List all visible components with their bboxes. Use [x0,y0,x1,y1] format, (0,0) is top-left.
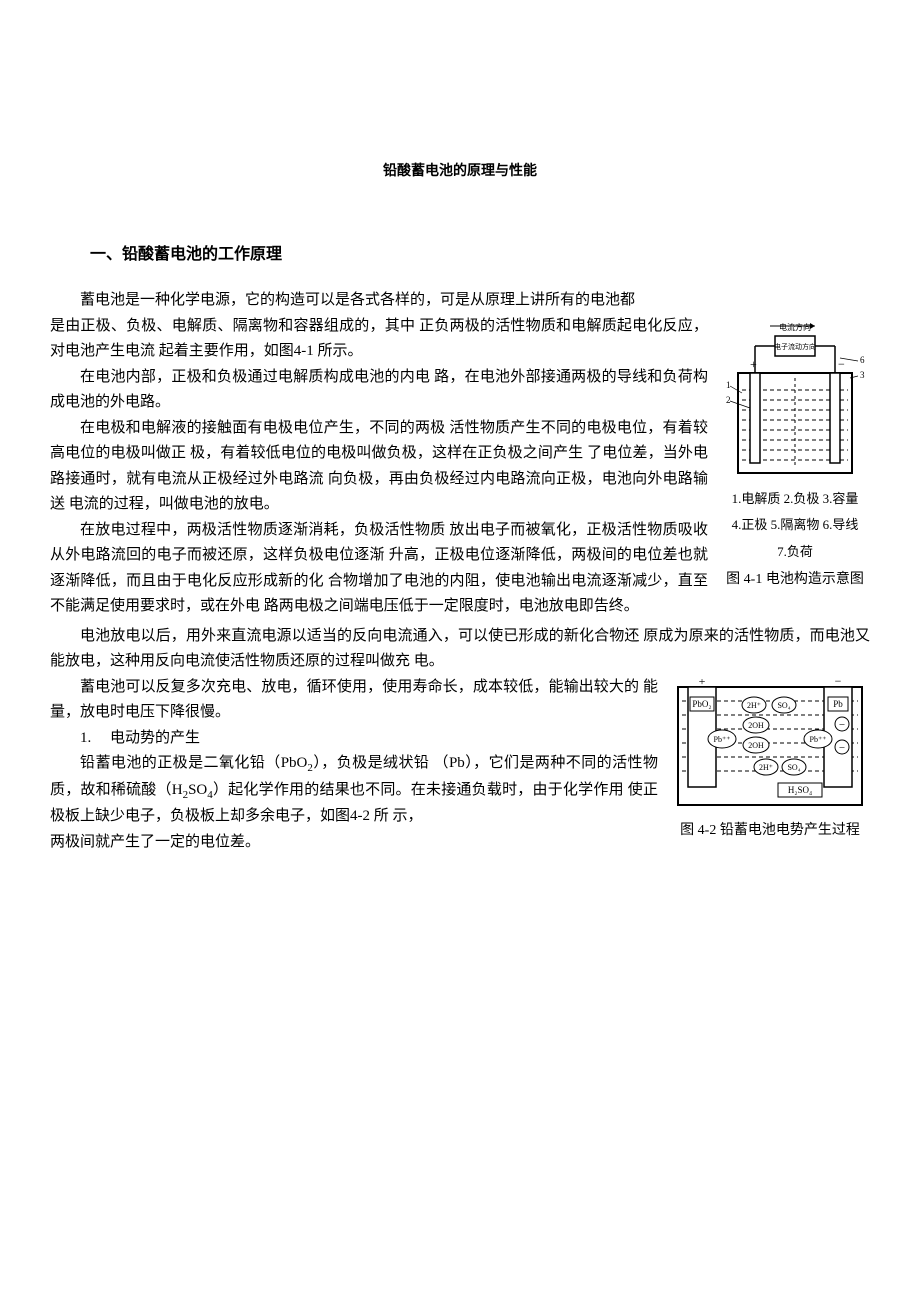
list-num-1: 1. [80,730,91,746]
svg-text:SO₄: SO₄ [777,701,790,710]
svg-text:2H⁺: 2H⁺ [747,701,761,710]
svg-text:1: 1 [726,380,731,390]
para-1a: 蓄电池是一种化学电源，它的构造可以是各式各样的，可是从原理上讲所有的电池都 [50,288,870,314]
svg-text:SO₄: SO₄ [787,763,800,772]
svg-text:−: − [839,742,845,754]
svg-text:−: − [839,719,845,731]
svg-text:6: 6 [860,355,865,365]
section-heading-1: 一、铅酸蓄电池的工作原理 [90,240,870,264]
fig2-caption: 图 4-2 铅蓄电池电势产生过程 [670,820,870,841]
svg-text:+: + [699,679,706,688]
svg-text:3: 3 [860,370,865,380]
svg-text:−: − [838,357,845,371]
list-label-1: 电动势的产生 [110,730,200,746]
fig1-labels-3: 7.负荷 [720,542,870,563]
svg-text:PbO₂: PbO₂ [692,699,711,709]
fig1-caption: 图 4-1 电池构造示意图 [720,569,870,590]
svg-text:Pb⁺⁺: Pb⁺⁺ [810,735,827,744]
fig1-labels-2: 4.正极 5.隔离物 6.导线 [720,515,870,536]
figure-4-2-svg: PbO₂ Pb⁺⁺ Pb Pb⁺⁺ − − 2H⁺ SO₄ 2OH 2OH [670,679,870,814]
svg-text:Pb⁺⁺: Pb⁺⁺ [714,735,731,744]
svg-text:+: + [750,357,757,371]
svg-text:2OH: 2OH [748,721,764,730]
figure-4-2: PbO₂ Pb⁺⁺ Pb Pb⁺⁺ − − 2H⁺ SO₄ 2OH 2OH [670,679,870,841]
fig1-arrow2-label: 电子流动方向 [774,342,816,351]
svg-text:Pb: Pb [833,699,843,709]
fig1-arrow1-label: 电流方向 [779,322,811,332]
fig1-labels-1: 1.电解质 2.负极 3.容量 [720,489,870,510]
svg-text:−: − [835,679,842,688]
para-5: 电池放电以后，用外来直流电源以适当的反向电流通入，可以使已形成的新化合物还 原成… [50,624,870,675]
svg-text:H₂SO₄: H₂SO₄ [788,785,812,795]
figure-4-1-svg: 电流方向 电子流动方向 + − [720,318,870,483]
figure-4-1: 电流方向 电子流动方向 + − [720,318,870,590]
svg-text:2H⁺: 2H⁺ [759,763,773,772]
svg-text:2OH: 2OH [748,741,764,750]
svg-text:2: 2 [726,395,731,405]
page-title: 铅酸蓄电池的原理与性能 [50,160,870,180]
